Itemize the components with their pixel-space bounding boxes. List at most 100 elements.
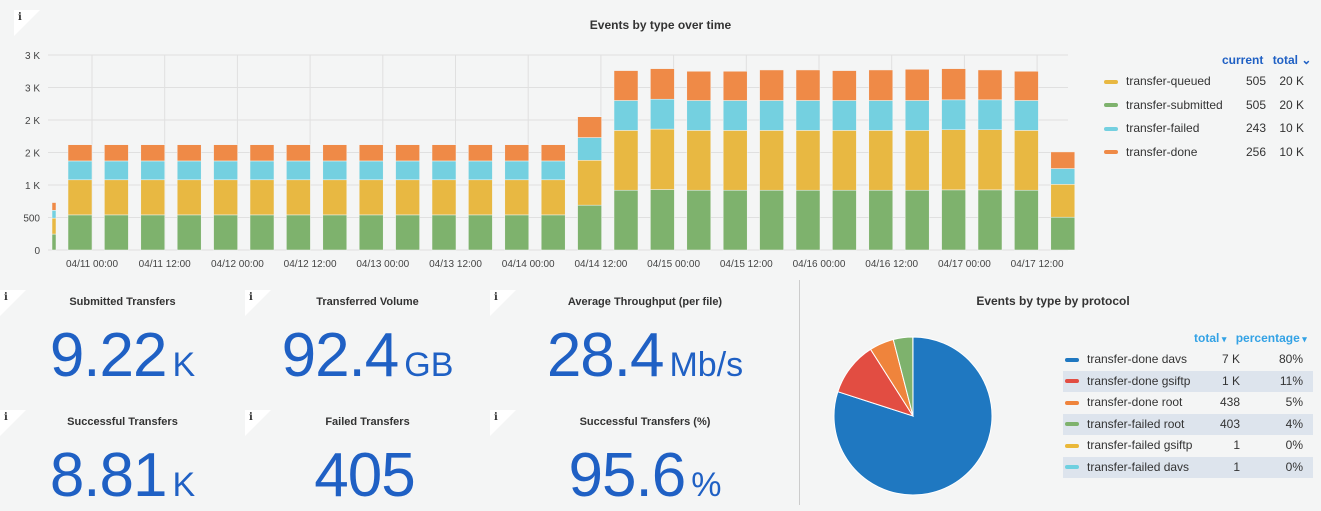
bar-segment-transfer-done	[978, 70, 1002, 100]
pie-legend-percentage: 0%	[1286, 435, 1303, 456]
series-color-swatch	[1065, 379, 1079, 383]
bar-segment-transfer-queued	[796, 130, 820, 190]
bar-segment-transfer-done	[141, 145, 165, 161]
pie-legend-header: total ▾ percentage ▾	[1194, 331, 1307, 345]
stat-title: Successful Transfers (%)	[490, 416, 800, 428]
legend-item[interactable]: transfer-queued 505 20 K	[1104, 72, 1304, 90]
pie-legend-item[interactable]: transfer-failed gsiftp 1 0%	[1063, 435, 1313, 456]
bar-segment-transfer-submitted	[650, 190, 674, 250]
legend-item-current: 505	[1246, 72, 1266, 90]
pie-legend-item[interactable]: transfer-failed davs 1 0%	[1063, 457, 1313, 478]
bar-segment-transfer-done	[650, 69, 674, 100]
bar-segment-transfer-submitted	[432, 215, 456, 250]
pie-legend-total: 403	[1220, 414, 1240, 435]
bar-segment-transfer-submitted	[905, 190, 929, 250]
stat-title: Successful Transfers	[0, 416, 245, 428]
bar-segment-transfer-submitted	[141, 215, 165, 250]
bar-segment-transfer-done	[323, 145, 347, 161]
legend-header-current[interactable]: current	[1222, 53, 1263, 67]
y-tick-label: 2 K	[25, 149, 40, 160]
stat-unit: Mb/s	[669, 346, 743, 384]
panel-title: Events by type over time	[0, 18, 1321, 32]
x-tick-label: 04/12 12:00	[284, 259, 337, 270]
pie-legend-item[interactable]: transfer-done gsiftp 1 K 11%	[1063, 371, 1313, 392]
bar-segment-transfer-queued	[104, 180, 128, 215]
bar-segment-transfer-submitted	[104, 215, 128, 250]
stat-title: Failed Transfers	[245, 416, 490, 428]
bar-segment-transfer-failed	[432, 161, 456, 180]
bar-segment-transfer-submitted	[760, 190, 784, 250]
pie-legend-label: transfer-done gsiftp	[1087, 374, 1190, 388]
pie-header-percentage[interactable]: percentage	[1236, 331, 1300, 345]
pie-legend-item[interactable]: transfer-done davs 7 K 80%	[1063, 349, 1313, 370]
x-tick-label: 04/12 00:00	[211, 259, 264, 270]
stat-number: 28.4	[547, 321, 664, 390]
legend-item-label: transfer-queued	[1126, 74, 1211, 88]
bar-segment-transfer-queued	[52, 218, 56, 234]
bar-segment-transfer-queued	[141, 180, 165, 215]
bar-segment-transfer-submitted	[1014, 190, 1038, 250]
x-tick-label: 04/16 12:00	[865, 259, 918, 270]
pie-legend-item[interactable]: transfer-failed root 403 4%	[1063, 414, 1313, 435]
pie-legend-label: transfer-failed root	[1087, 417, 1184, 431]
x-tick-label: 04/11 00:00	[66, 259, 119, 270]
pie-legend-label: transfer-failed davs	[1087, 460, 1189, 474]
bar-segment-transfer-done	[396, 145, 420, 161]
stat-title: Average Throughput (per file)	[490, 296, 800, 308]
legend-item-current: 243	[1246, 119, 1266, 137]
bar-segment-transfer-done	[614, 71, 638, 101]
pie-legend-percentage: 11%	[1280, 371, 1303, 392]
bar-segment-transfer-submitted	[68, 215, 92, 250]
legend-item[interactable]: transfer-failed 243 10 K	[1104, 119, 1304, 137]
y-tick-label: 2 K	[25, 116, 40, 127]
bar-segment-transfer-failed	[942, 100, 966, 130]
bar-segment-transfer-failed	[1051, 169, 1075, 185]
bar-segment-transfer-queued	[432, 180, 456, 215]
bar-segment-transfer-failed	[541, 161, 565, 180]
stat-unit: K	[172, 346, 195, 384]
bar-segment-transfer-submitted	[177, 215, 201, 250]
bar-segment-transfer-done	[541, 145, 565, 161]
bar-segment-transfer-submitted	[869, 190, 893, 250]
pie-header-total[interactable]: total	[1194, 331, 1219, 345]
bar-segment-transfer-failed	[687, 101, 711, 131]
pie-panel-title: Events by type by protocol	[800, 294, 1306, 308]
x-tick-label: 04/15 00:00	[647, 259, 700, 270]
bar-segment-transfer-failed	[1014, 101, 1038, 131]
legend-header-total[interactable]: total	[1273, 53, 1298, 67]
bar-segment-transfer-queued	[650, 129, 674, 189]
legend-item-label: transfer-submitted	[1126, 98, 1223, 112]
bar-segment-transfer-submitted	[396, 215, 420, 250]
bar-segment-transfer-submitted	[978, 190, 1002, 250]
legend-item[interactable]: transfer-done 256 10 K	[1104, 143, 1304, 161]
y-tick-label: 500	[23, 214, 40, 225]
bar-segment-transfer-done	[723, 71, 747, 100]
pie-legend-item[interactable]: transfer-done root 438 5%	[1063, 392, 1313, 413]
x-tick-label: 04/15 12:00	[720, 259, 773, 270]
pie-legend-percentage: 4%	[1286, 414, 1303, 435]
bar-segment-transfer-submitted	[323, 215, 347, 250]
bar-segment-transfer-done	[796, 70, 820, 101]
bar-segment-transfer-done	[432, 145, 456, 161]
chevron-down-icon[interactable]: ⌄	[1301, 53, 1311, 67]
bar-segment-transfer-failed	[68, 161, 92, 180]
bar-segment-transfer-failed	[250, 161, 274, 180]
bar-segment-transfer-queued	[760, 130, 784, 190]
legend-item-total: 20 K	[1279, 72, 1304, 90]
bar-segment-transfer-queued	[978, 130, 1002, 190]
pie-chart	[820, 320, 1010, 510]
stat-number: 9.22	[50, 321, 167, 390]
bar-segment-transfer-failed	[286, 161, 310, 180]
bar-segment-transfer-failed	[905, 101, 929, 131]
stat-value: 405	[245, 440, 490, 511]
legend-item[interactable]: transfer-submitted 505 20 K	[1104, 96, 1304, 114]
legend-item-total: 10 K	[1279, 119, 1304, 137]
pie-legend-label: transfer-done root	[1087, 395, 1182, 409]
bar-segment-transfer-done	[68, 145, 92, 161]
bar-segment-transfer-submitted	[942, 190, 966, 250]
pie-legend-percentage: 5%	[1286, 392, 1303, 413]
stat-value: 95.6%	[490, 440, 800, 511]
